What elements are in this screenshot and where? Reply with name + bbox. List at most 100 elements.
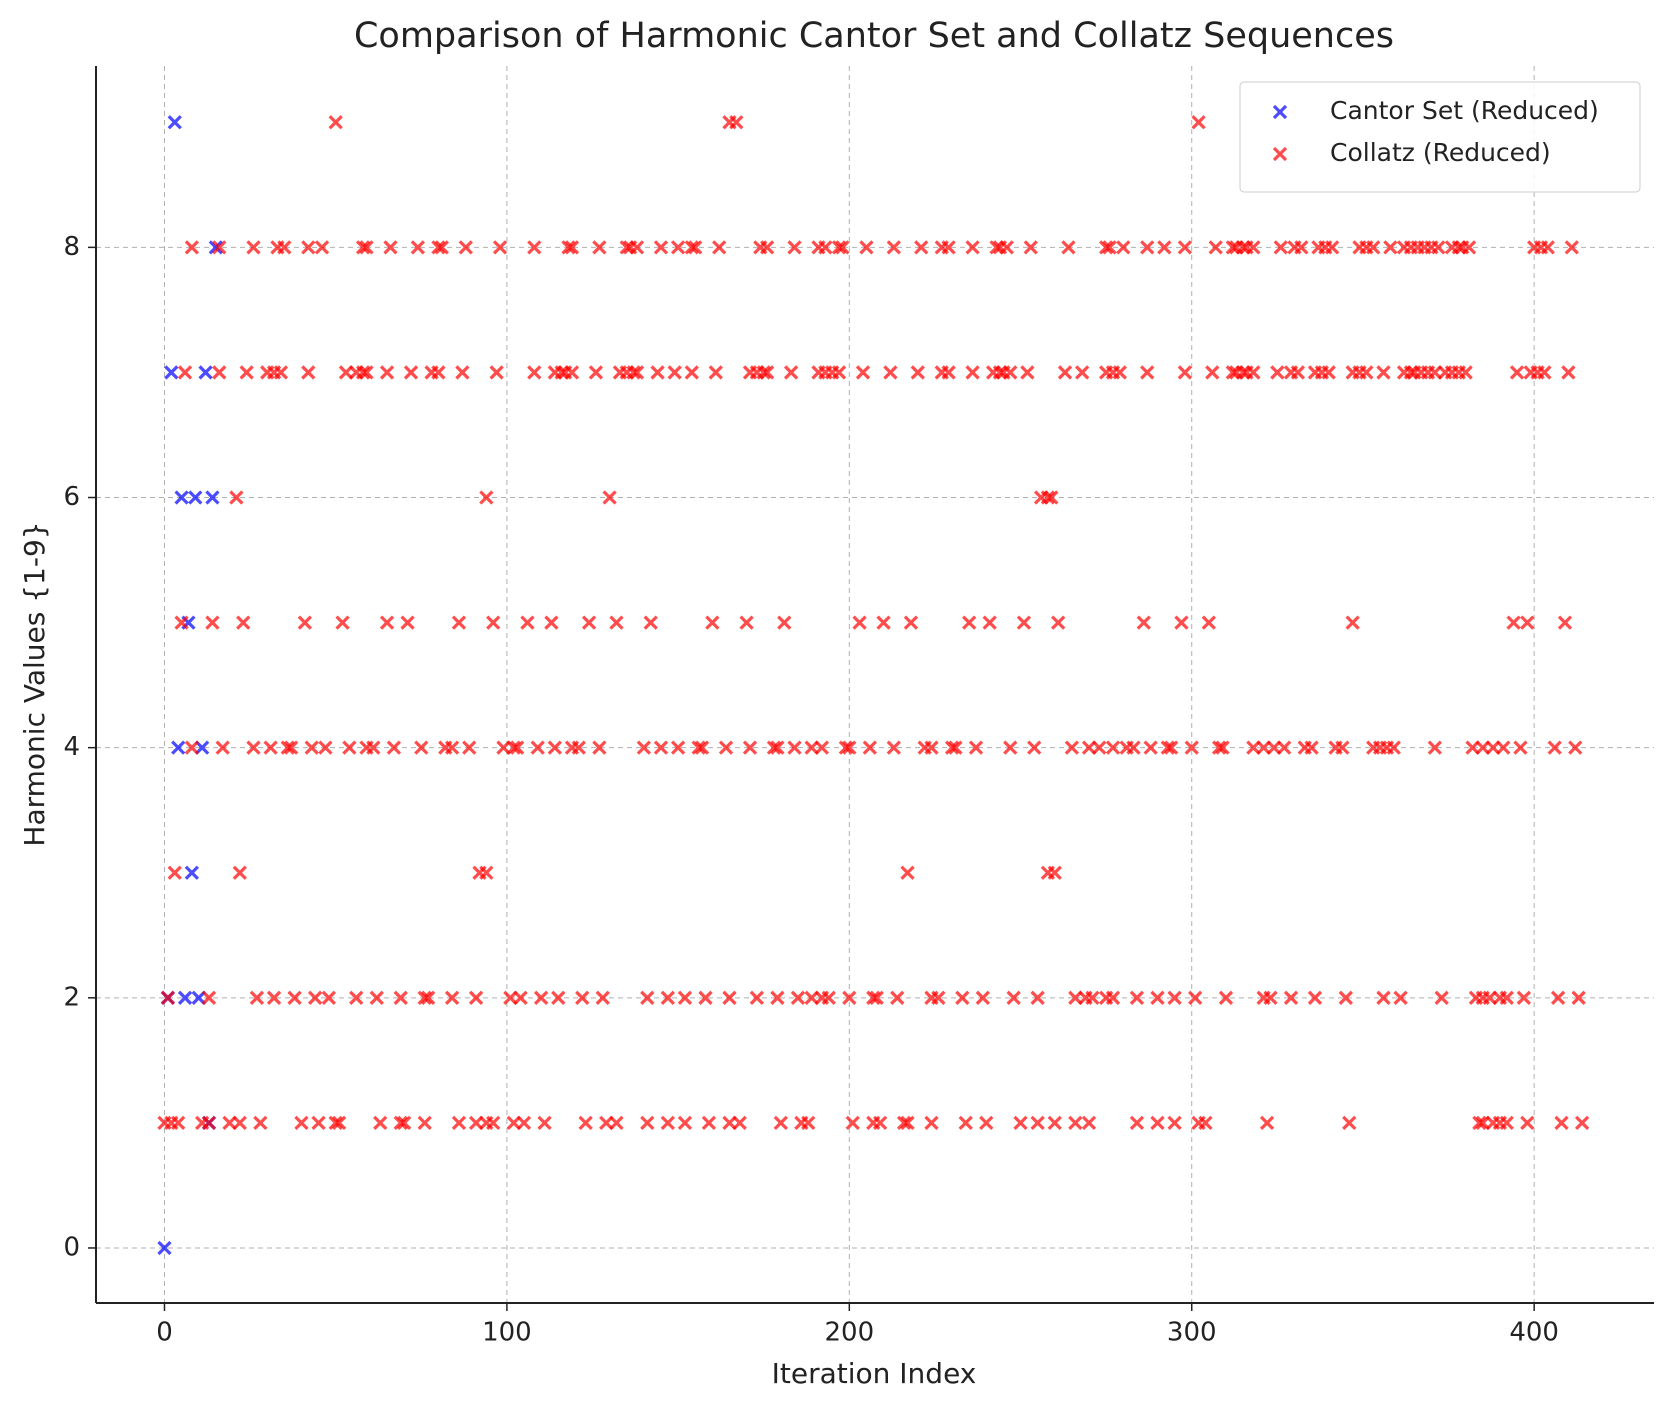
marker (660, 990, 675, 1005)
marker (496, 740, 511, 755)
marker (246, 240, 261, 255)
marker (1081, 740, 1097, 755)
marker (212, 365, 227, 380)
marker (513, 990, 528, 1005)
marker (667, 365, 682, 380)
marker (790, 990, 806, 1005)
marker (1030, 990, 1045, 1005)
marker (968, 740, 984, 755)
marker (1520, 1115, 1535, 1131)
marker (619, 240, 634, 255)
marker (876, 615, 891, 630)
marker (403, 365, 419, 380)
marker (910, 365, 925, 380)
marker (777, 615, 792, 630)
marker (760, 365, 775, 380)
marker (1294, 240, 1309, 255)
marker (174, 490, 189, 505)
marker (249, 990, 265, 1005)
marker (177, 365, 193, 380)
marker (1174, 615, 1189, 630)
marker (492, 240, 508, 255)
marker (688, 240, 703, 255)
marker (564, 365, 580, 380)
marker (1150, 1115, 1165, 1131)
marker (1366, 240, 1381, 255)
marker (821, 990, 836, 1005)
marker (335, 615, 350, 630)
marker (397, 1115, 412, 1131)
marker (1461, 240, 1477, 255)
marker (1047, 865, 1062, 880)
marker (451, 615, 467, 630)
marker (890, 990, 905, 1005)
marker (311, 1115, 326, 1131)
marker (962, 615, 977, 630)
marker (458, 240, 473, 255)
marker (770, 990, 785, 1005)
marker (592, 740, 607, 755)
marker (760, 240, 775, 255)
marker (1259, 1115, 1275, 1131)
marker (1140, 240, 1155, 255)
marker (1205, 365, 1220, 380)
marker (873, 1115, 888, 1131)
marker (1324, 240, 1340, 255)
marker (195, 740, 210, 755)
marker (414, 740, 429, 755)
marker (958, 1115, 973, 1131)
marker (944, 740, 960, 755)
marker (742, 740, 758, 755)
marker (999, 240, 1014, 255)
marker (164, 365, 179, 380)
marker (246, 740, 261, 755)
marker (1263, 990, 1278, 1005)
marker (1225, 240, 1240, 255)
marker (1335, 740, 1350, 755)
marker (1235, 240, 1251, 255)
marker (1051, 615, 1066, 630)
marker (1143, 740, 1158, 755)
marker (609, 1115, 624, 1131)
marker (1081, 1115, 1097, 1131)
x-tick-label: 200 (824, 1318, 874, 1348)
marker (1485, 740, 1501, 755)
marker (1345, 615, 1360, 630)
marker (588, 365, 604, 380)
y-tick-label: 4 (63, 732, 80, 762)
marker (1184, 740, 1199, 755)
marker (171, 1115, 186, 1131)
marker (1513, 740, 1528, 755)
marker (516, 1115, 532, 1131)
marker (1177, 365, 1193, 380)
marker (160, 990, 176, 1005)
marker (965, 240, 980, 255)
marker (814, 740, 830, 755)
marker (510, 740, 525, 755)
marker (379, 615, 395, 630)
marker (393, 1115, 408, 1131)
marker (301, 365, 316, 380)
marker (167, 115, 182, 130)
marker (434, 240, 449, 255)
marker (1013, 1115, 1028, 1131)
marker (342, 740, 357, 755)
marker (975, 990, 990, 1005)
marker (431, 365, 446, 380)
marker (287, 990, 302, 1005)
marker (318, 740, 333, 755)
marker (653, 240, 669, 255)
marker (1574, 1115, 1590, 1131)
marker (766, 740, 782, 755)
marker (544, 615, 559, 630)
marker (718, 740, 734, 755)
marker (1105, 990, 1121, 1005)
marker (640, 1115, 655, 1131)
marker (992, 365, 1008, 380)
marker (729, 115, 744, 130)
marker (331, 1115, 347, 1131)
marker (1003, 740, 1018, 755)
marker (520, 615, 535, 630)
marker (1092, 740, 1107, 755)
marker (1129, 1115, 1145, 1131)
